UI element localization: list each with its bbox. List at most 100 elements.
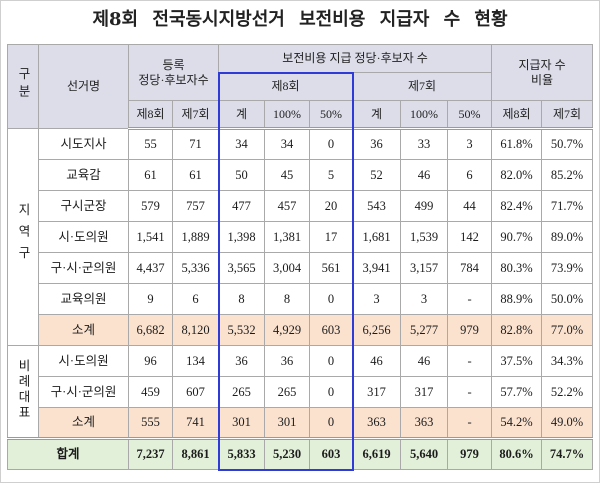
- ratio-7th-cell: 49.0%: [541, 407, 594, 439]
- registered-8th-cell: 9: [128, 283, 173, 315]
- table-row: 교육의원 9 6 8 8 0 3 3-88.9% 50.0%: [8, 283, 594, 315]
- election-name: 시·도의원: [38, 221, 129, 253]
- reimbursed-8th-half-cell: 603: [309, 437, 353, 470]
- reimbursed-8th-half-header: 50%: [309, 100, 353, 130]
- reimbursed-7th-sum-cell: 1,681: [352, 221, 401, 253]
- reimbursed-7th-sum-header: 계: [352, 100, 401, 130]
- reimbursed-7th-full-cell: 3: [400, 283, 448, 315]
- registered-7th-cell: 1,889: [172, 221, 219, 253]
- reimbursed-7th-full-header: 100%: [400, 100, 448, 130]
- reimbursed-8th-full-cell: 45: [264, 159, 310, 191]
- registered-8th-cell: 579: [128, 190, 173, 222]
- ratio-8th-cell: 88.9%: [491, 283, 543, 315]
- reimbursed-7th-half-cell: 142: [446, 221, 493, 253]
- registered-8th-cell: 555: [128, 407, 173, 439]
- ratio-header-line-2: 비율: [531, 72, 554, 87]
- reimbursed-7th-sum-cell: 52: [352, 159, 401, 191]
- reimbursed-8th-sum-cell: 34: [218, 128, 265, 160]
- election-name-header: 선거명: [38, 44, 129, 129]
- reimbursed-8th-half-cell: 0: [309, 376, 353, 408]
- reimbursed-7th-header: 제7회: [351, 72, 493, 101]
- reimbursed-8th-half-cell: 603: [309, 314, 353, 346]
- reimbursed-7th-half-cell: 784: [446, 252, 493, 284]
- header-row-1: 구분 선거명 등록 정당·후보자수 보전비용 지급 정당·후보자 수 지급자 수…: [7, 44, 594, 129]
- reimbursed-7th-half-cell: -: [446, 283, 493, 315]
- reimbursed-8th-sum-cell: 36: [218, 345, 265, 377]
- reimbursed-7th-full-cell: 46: [400, 159, 448, 191]
- category-header: 구분: [7, 44, 39, 129]
- registered-8th-cell: 1,541: [128, 221, 173, 253]
- header-row-3: 제8회 제7회 계 100% 50% 계 100% 50% 제8회 제7회: [8, 100, 594, 130]
- reimbursed-8th-sum-cell: 3,565: [218, 252, 265, 284]
- reimbursed-8th-half-cell: 0: [309, 128, 353, 160]
- reimbursed-8th-sum-cell: 5,532: [218, 314, 265, 346]
- reimbursed-8th-sum-cell: 8: [218, 283, 265, 315]
- registered-7th-header: 제7회: [172, 100, 219, 130]
- registered-8th-cell: 61: [128, 159, 173, 191]
- ratio-8th-cell: 37.5%: [491, 345, 543, 377]
- reimbursed-8th-full-header: 100%: [264, 100, 310, 130]
- reimbursed-7th-half-cell: -: [446, 407, 493, 439]
- table-row: 구·시·군의원 4,437 5,336 3,565 3,004 561 3,941 3,157…: [8, 252, 594, 284]
- registered-header-line-1: 등록: [162, 57, 185, 72]
- reimbursed-7th-sum-cell: 317: [352, 376, 401, 408]
- ratio-7th-cell: 85.2%: [541, 159, 594, 191]
- reimbursed-8th-half-cell: 561: [309, 252, 353, 284]
- table-row: 비례대표 시·도의원 96 134 36 36 0 46 46-37.5% 34.3%: [7, 345, 594, 439]
- table-row: 구·시·군의원 459 607 265 265 0 317 317-57.7% 52.2%: [8, 376, 594, 408]
- registered-7th-cell: 8,861: [172, 437, 219, 470]
- ratio-8th-cell: 80.6%: [491, 437, 543, 470]
- reimbursed-8th-full-cell: 3,004: [264, 252, 310, 284]
- reimbursed-8th-full-cell: 265: [264, 376, 310, 408]
- reimbursed-7th-full-cell: 5,277: [400, 314, 448, 346]
- reimbursed-7th-half-cell: 979: [446, 437, 493, 470]
- subtotal-row: 소계 6,682 8,120 5,532 4,929 603 6,256 5,277 979 82…: [8, 314, 594, 346]
- reimbursed-7th-half-cell: -: [446, 345, 493, 377]
- election-name: 구시군장: [38, 190, 129, 222]
- registered-8th-cell: 459: [128, 376, 173, 408]
- ratio-8th-header: 제8회: [491, 100, 543, 130]
- reimbursed-7th-sum-cell: 6,619: [352, 437, 401, 470]
- reimbursed-8th-sum-cell: 1,398: [218, 221, 265, 253]
- table-row: 교육감 61 61 50 45 5 52 46 6 82.0% 85.2%: [8, 159, 594, 191]
- reimbursed-8th-half-cell: 20: [309, 190, 353, 222]
- table-row: 구시군장 579 757 477 457 20 543 499 44 82.4% 71.7%: [8, 190, 594, 222]
- total-label: 합계: [7, 437, 129, 470]
- registered-7th-cell: 61: [172, 159, 219, 191]
- ratio-8th-cell: 61.8%: [491, 128, 543, 160]
- reimbursed-7th-sum-cell: 46: [352, 345, 401, 377]
- ratio-7th-cell: 50.7%: [541, 128, 594, 160]
- reimbursed-7th-half-header: 50%: [446, 100, 493, 130]
- reimbursed-7th-sum-cell: 3,941: [352, 252, 401, 284]
- reimbursed-8th-sum-cell: 301: [218, 407, 265, 439]
- table-body: 지역구 시도지사 55 71 34 34 0 36 33 3 61.8% 50.7% 교육감 61 61 50…: [7, 128, 594, 470]
- reimbursed-7th-full-cell: 1,539: [400, 221, 448, 253]
- reimbursed-7th-half-cell: 6: [446, 159, 493, 191]
- table-row: 지역구 시도지사 55 71 34 34 0 36 33 3 61.8% 50.7%: [7, 128, 594, 346]
- registered-header-line-2: 정당·후보자수: [138, 72, 209, 87]
- registered-8th-cell: 55: [128, 128, 173, 160]
- reimbursed-7th-half-cell: -: [446, 376, 493, 408]
- reimbursed-7th-full-cell: 46: [400, 345, 448, 377]
- ratio-7th-cell: 74.7%: [541, 437, 594, 470]
- registered-8th-cell: 6,682: [128, 314, 173, 346]
- group-cell: 지역구: [7, 128, 39, 346]
- table-header: 구분 선거명 등록 정당·후보자수 보전비용 지급 정당·후보자 수 지급자 수…: [7, 44, 594, 130]
- ratio-7th-cell: 52.2%: [541, 376, 594, 408]
- reimbursed-7th-half-cell: 979: [446, 314, 493, 346]
- subtotal-label: 소계: [38, 314, 129, 346]
- registered-8th-cell: 96: [128, 345, 173, 377]
- group-label: 지역구: [16, 202, 30, 268]
- reimbursed-7th-full-cell: 33: [400, 128, 448, 160]
- reimbursed-7th-full-cell: 3,157: [400, 252, 448, 284]
- reimbursed-8th-full-cell: 457: [264, 190, 310, 222]
- registered-7th-cell: 607: [172, 376, 219, 408]
- ratio-7th-cell: 89.0%: [541, 221, 594, 253]
- ratio-8th-cell: 80.3%: [491, 252, 543, 284]
- group-label: 비례대표: [16, 358, 30, 421]
- reimbursed-7th-half-cell: 3: [446, 128, 493, 160]
- ratio-7th-header: 제7회: [541, 100, 594, 130]
- registered-8th-cell: 4,437: [128, 252, 173, 284]
- reimbursed-8th-half-cell: 0: [309, 345, 353, 377]
- reimbursed-8th-half-cell: 0: [309, 283, 353, 315]
